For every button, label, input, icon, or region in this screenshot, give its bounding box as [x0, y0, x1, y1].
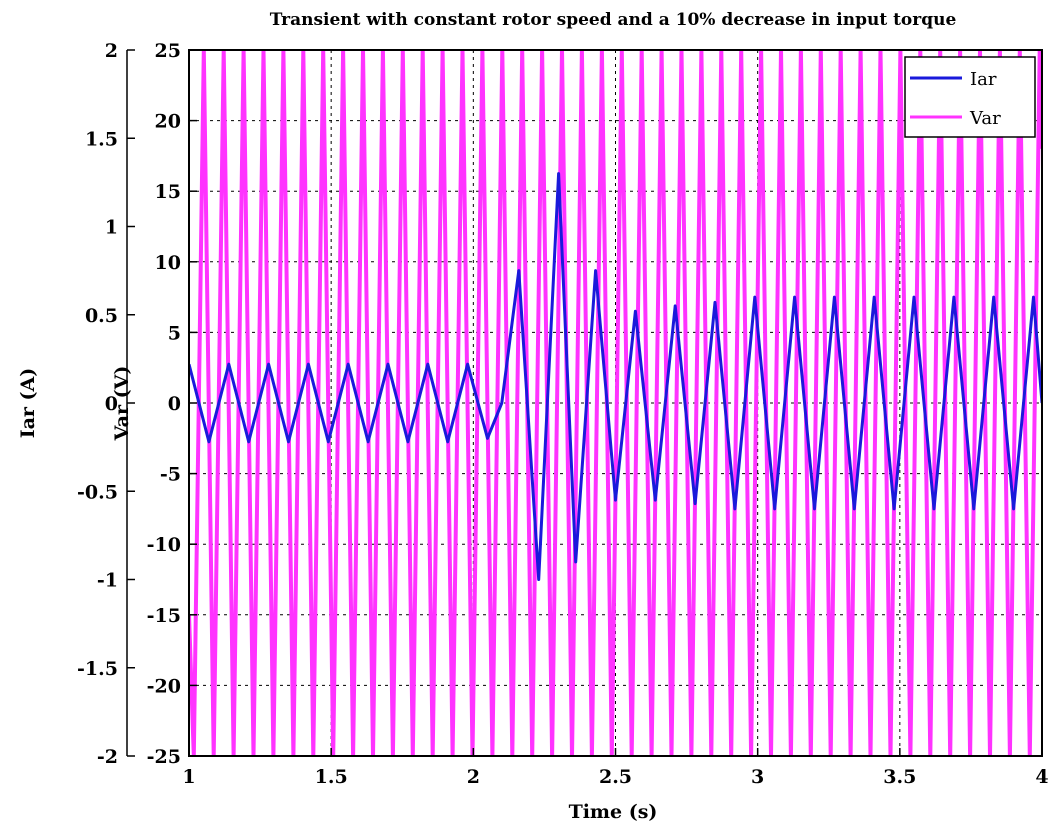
left-y-ticks: 2 1.5 1 0.5 0 -0.5 -1 -1.5 -2: [77, 40, 135, 768]
legend-label-iar: Iar: [970, 69, 997, 90]
right-y-tick-label: -10: [147, 534, 181, 556]
x-tick-label: 2.5: [599, 766, 632, 788]
right-y-axis-label: Var (V): [111, 366, 133, 442]
right-y-tick-label: 20: [155, 111, 181, 133]
right-y-tick-label: 25: [155, 40, 181, 62]
right-y-tick-label: 10: [155, 252, 181, 274]
chart-title: Transient with constant rotor speed and …: [270, 10, 957, 30]
left-y-tick-label: 0.5: [85, 305, 118, 327]
right-y-tick-label: 15: [155, 181, 181, 203]
left-y-tick-label: 1: [105, 217, 118, 239]
left-y-tick-label: -2: [97, 746, 118, 768]
x-tick-label: 1.5: [315, 766, 348, 788]
left-y-tick-label: 0: [105, 393, 118, 415]
right-y-tick-label: 0: [168, 393, 181, 415]
legend-label-var: Var: [969, 108, 1001, 129]
series-iar: [189, 172, 1042, 581]
left-y-tick-label: -0.5: [77, 481, 118, 503]
x-ticks: 1 1.5 2 2.5 3 3.5 4: [182, 748, 1049, 788]
right-y-tick-label: -25: [147, 746, 181, 768]
legend-box: [904, 56, 1036, 138]
x-tick-label: 3: [751, 766, 764, 788]
left-y-tick-label: 2: [105, 40, 118, 62]
legend: Iar Var: [904, 56, 1036, 138]
left-y-tick-label: -1: [97, 570, 118, 592]
x-tick-label: 3.5: [883, 766, 916, 788]
left-y-axis-label: Iar (A): [17, 368, 39, 439]
series-line-iar: [189, 172, 1042, 581]
right-y-tick-label: 5: [168, 322, 181, 344]
right-y-ticks: 25 20 15 10 5 0 -5 -10 -15 -20 -25: [147, 40, 197, 768]
x-axis-label: Time (s): [569, 801, 658, 823]
right-y-tick-label: -5: [160, 464, 181, 486]
x-tick-label: 1: [182, 766, 195, 788]
x-tick-label: 2: [467, 766, 480, 788]
right-y-tick-label: -15: [147, 605, 181, 627]
right-y-tick-label: -20: [147, 675, 181, 697]
x-tick-label: 4: [1035, 766, 1048, 788]
left-y-tick-label: -1.5: [77, 658, 118, 680]
left-y-tick-label: 1.5: [85, 128, 118, 150]
